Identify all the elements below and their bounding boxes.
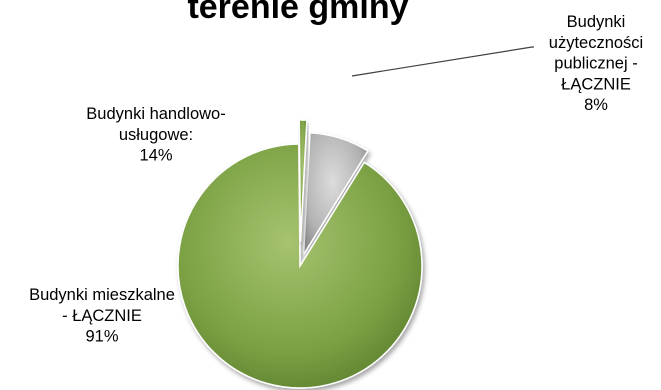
data-label-line: Budynki bbox=[567, 13, 626, 31]
data-label-line: 14% bbox=[139, 147, 172, 165]
data-label-line: ŁĄCZNIE bbox=[561, 75, 631, 93]
pie-slices bbox=[177, 119, 423, 389]
leader-lines bbox=[351, 46, 534, 77]
label-uzytecznosci-publicznej: Budynki użyteczności publicznej - ŁĄCZNIE 8% bbox=[549, 13, 643, 114]
data-label-line: - ŁĄCZNIE bbox=[62, 307, 142, 325]
data-label-line: użyteczności bbox=[549, 34, 643, 52]
data-label-line: publicznej - bbox=[554, 55, 637, 73]
leader-line-uzytecznosci-publicznej bbox=[351, 46, 534, 77]
slice-mieszkalne bbox=[177, 143, 423, 389]
label-mieszkalne: Budynki mieszkalne - ŁĄCZNIE 91% bbox=[29, 286, 175, 346]
slice-uzytecznosci-publicznej bbox=[302, 131, 369, 255]
chart-title: terenie gminy bbox=[187, 0, 408, 26]
data-label-line: Budynki handlowo- bbox=[86, 105, 225, 123]
data-label-line: usługowe: bbox=[119, 126, 193, 144]
data-label-line: 91% bbox=[85, 328, 118, 346]
data-labels: Budynki użyteczności publicznej - ŁĄCZNIE 8%… bbox=[29, 13, 643, 346]
slice-handlowo-uslugowe bbox=[298, 119, 308, 243]
label-handlowo-uslugowe: Budynki handlowo-usługowe: 14% bbox=[86, 105, 225, 165]
data-label-line: 8% bbox=[584, 96, 608, 114]
data-label-line: Budynki mieszkalne bbox=[29, 286, 175, 304]
